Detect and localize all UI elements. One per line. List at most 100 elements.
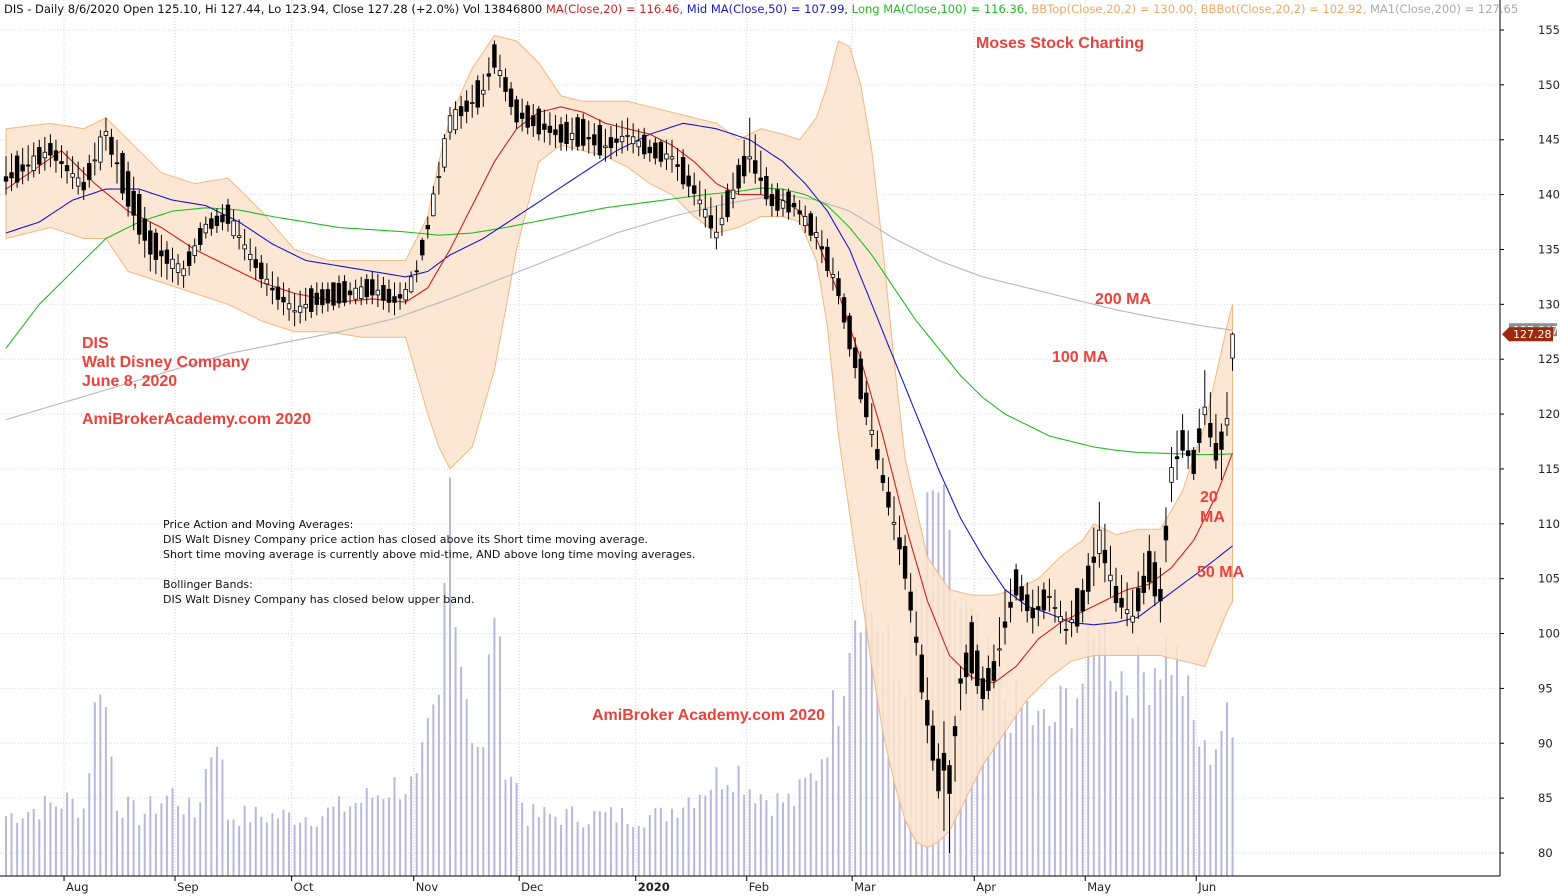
- volume-bar: [848, 652, 851, 876]
- candle-body: [392, 296, 397, 303]
- volume-bar: [482, 747, 485, 876]
- candle-body: [1025, 594, 1030, 612]
- candle-body: [519, 112, 525, 119]
- candle-body: [370, 279, 375, 296]
- volume-bar: [659, 807, 662, 876]
- volume-bar: [1098, 630, 1101, 876]
- volume-bar: [227, 819, 229, 876]
- candle-body: [1174, 456, 1180, 460]
- company-label: Walt Disney Company: [82, 354, 250, 371]
- price-tick-label: 100: [1538, 627, 1560, 641]
- volume-bar: [715, 767, 718, 876]
- candle-body: [198, 228, 203, 245]
- date-tick-label: Sep: [177, 880, 199, 894]
- volume-bar: [992, 670, 995, 876]
- candle-body: [209, 218, 214, 229]
- volume-bar: [532, 804, 535, 876]
- candle-body: [342, 281, 347, 303]
- candle-body: [925, 700, 930, 726]
- volume-bar: [870, 612, 873, 876]
- volume-bar: [288, 812, 291, 876]
- volume-bar: [249, 822, 252, 876]
- volume-bar: [776, 793, 779, 876]
- volume-bar: [410, 776, 413, 876]
- price-tick-label: 110: [1538, 517, 1560, 531]
- bollinger-fill: [5, 34, 1233, 849]
- candle-body: [481, 89, 486, 95]
- candle-body: [314, 292, 319, 305]
- candle-body: [836, 278, 841, 296]
- label-50ma: 50 MA: [1197, 564, 1245, 581]
- chart-header: DIS - Daily 8/6/2020 Open 125.10, Hi 127…: [4, 2, 1518, 16]
- volume-bar: [260, 816, 263, 876]
- volume-bar: [165, 795, 168, 876]
- candle-body: [808, 213, 813, 236]
- candle-body: [708, 215, 714, 229]
- volume-bar: [804, 778, 807, 876]
- candle-body: [486, 73, 492, 77]
- volume-bar: [1026, 700, 1029, 876]
- price-tick-label: 120: [1538, 407, 1560, 421]
- price-tick-label: 135: [1538, 242, 1560, 256]
- volume-bar: [1192, 720, 1195, 876]
- candle-body: [220, 214, 225, 223]
- candle-body: [542, 123, 547, 130]
- candle-body: [1097, 529, 1102, 554]
- date-tick-label: Feb: [749, 880, 769, 894]
- candle-body: [841, 297, 847, 323]
- candle-body: [753, 160, 758, 174]
- volume-bar: [1153, 668, 1156, 876]
- candle-body: [1041, 589, 1047, 611]
- candle-body: [825, 246, 830, 271]
- volume-bar: [1065, 688, 1068, 876]
- candle-body: [175, 263, 181, 273]
- candle-body: [37, 147, 42, 165]
- candle-body: [803, 216, 808, 227]
- candle-body: [386, 288, 392, 303]
- volume-bar: [598, 811, 601, 876]
- volume-bar: [859, 632, 862, 876]
- volume-bar: [621, 808, 624, 876]
- volume-bar: [571, 806, 574, 876]
- volume-bar: [754, 803, 757, 876]
- volume-bar: [49, 802, 52, 876]
- volume-bar: [498, 636, 501, 876]
- candle-body: [780, 200, 786, 209]
- candle-body: [1136, 588, 1141, 612]
- candle-body: [1130, 615, 1135, 623]
- volume-bar: [1031, 725, 1034, 876]
- volume-bar: [637, 826, 640, 876]
- candle-body: [553, 129, 558, 136]
- volume-bar: [1209, 764, 1212, 876]
- volume-bar: [632, 827, 635, 876]
- candle-body: [980, 678, 985, 699]
- candle-body: [1036, 606, 1041, 610]
- candle-body: [9, 172, 14, 179]
- price-tick-label: 125: [1538, 352, 1560, 366]
- volume-bar: [1048, 725, 1051, 876]
- volume-bar: [399, 799, 402, 876]
- volume-bar: [127, 796, 130, 876]
- volume-bar: [143, 813, 146, 876]
- candle-body: [70, 173, 75, 178]
- volume-bar: [1115, 691, 1117, 876]
- candle-body: [991, 661, 997, 681]
- volume-bar: [604, 812, 607, 876]
- candle-body: [42, 151, 48, 159]
- candle-body: [1197, 428, 1202, 443]
- candle-body: [680, 157, 686, 185]
- candle-body: [1147, 550, 1152, 583]
- candle-body: [492, 44, 497, 68]
- candle-body: [819, 246, 825, 250]
- volume-bar: [815, 780, 818, 876]
- volume-bar: [576, 821, 579, 876]
- note-line-2: DIS Walt Disney Company price action has…: [163, 533, 648, 546]
- volume-bar: [493, 617, 496, 876]
- candle-body: [1030, 608, 1035, 619]
- candle-body: [919, 654, 924, 693]
- candle-body: [1141, 575, 1146, 593]
- volume-bar: [537, 817, 540, 876]
- candle-body: [25, 164, 31, 167]
- candle-body: [475, 80, 480, 108]
